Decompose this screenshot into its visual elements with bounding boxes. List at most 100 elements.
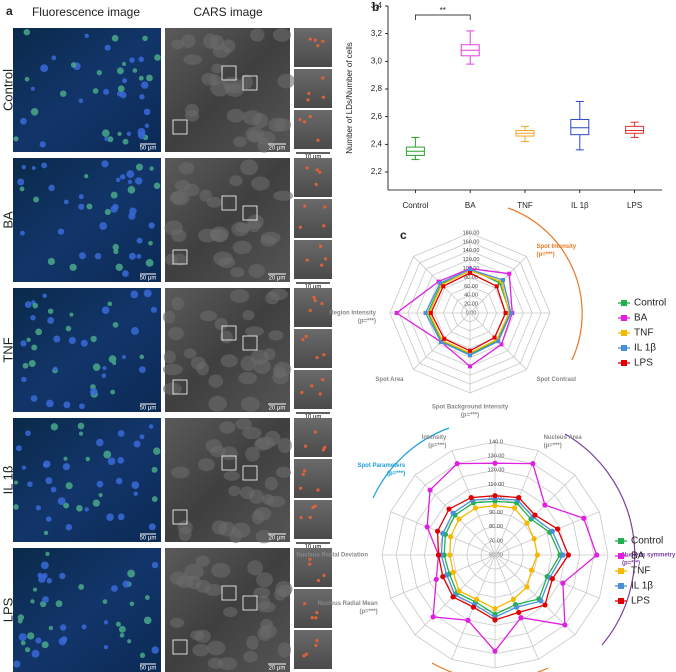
y-tick-label: 2,6 bbox=[371, 112, 383, 121]
legend-label: Control bbox=[631, 536, 663, 547]
cell bbox=[208, 395, 227, 412]
cell-nucleus bbox=[115, 477, 123, 485]
lipid-droplet bbox=[300, 390, 304, 395]
data-point bbox=[428, 311, 433, 315]
zoom-image bbox=[294, 418, 332, 457]
data-point bbox=[430, 614, 436, 620]
cell-nucleus bbox=[148, 240, 153, 246]
data-point bbox=[492, 335, 497, 340]
scale-bar-label: 10 μm bbox=[305, 285, 322, 291]
cell-nucleus bbox=[26, 337, 31, 342]
cell-nucleus bbox=[122, 78, 128, 84]
legend-label: TNF bbox=[634, 328, 653, 339]
cell-nucleus bbox=[153, 182, 161, 190]
category-label: Spot Parameters bbox=[358, 463, 406, 469]
cell-nucleus bbox=[65, 482, 73, 490]
cell-nucleus bbox=[148, 523, 156, 531]
category-note: (p=***) bbox=[544, 443, 562, 449]
cell-nucleus bbox=[117, 430, 125, 437]
lipid-droplet bbox=[307, 91, 311, 96]
cell-nucleus bbox=[101, 373, 107, 379]
cell bbox=[247, 560, 264, 576]
zoom-image bbox=[294, 158, 332, 197]
lipid-droplet bbox=[303, 469, 307, 473]
legend-marker bbox=[618, 538, 624, 544]
lipid-droplet bbox=[320, 301, 324, 306]
data-point bbox=[542, 602, 548, 608]
data-point bbox=[492, 493, 498, 499]
r-tick-label: 140.0 bbox=[489, 439, 503, 445]
cell-nucleus bbox=[32, 302, 39, 309]
lipid-droplet bbox=[321, 448, 326, 452]
lipid-droplet bbox=[305, 166, 309, 170]
lipid-droplet bbox=[318, 170, 322, 174]
cell-nucleus bbox=[19, 230, 25, 236]
data-point bbox=[454, 461, 460, 467]
cell bbox=[264, 430, 281, 446]
data-point bbox=[468, 353, 472, 358]
cell-nucleus bbox=[144, 123, 150, 128]
data-point bbox=[508, 311, 513, 315]
category-note: (p=***) bbox=[358, 319, 376, 325]
data-point bbox=[565, 552, 572, 558]
cell-nucleus bbox=[78, 203, 85, 210]
cell-nucleus bbox=[13, 480, 19, 485]
category-note: (p=***) bbox=[428, 443, 446, 449]
cell bbox=[265, 291, 280, 305]
data-point bbox=[446, 506, 452, 512]
scale-bar-label: 50 μm bbox=[140, 406, 157, 412]
lipid-droplet bbox=[304, 652, 309, 656]
cell-nucleus bbox=[46, 577, 53, 584]
cell bbox=[251, 176, 270, 191]
cell-nucleus bbox=[42, 596, 49, 603]
cell-nucleus bbox=[81, 624, 87, 630]
scale-bar-label: 50 μm bbox=[140, 536, 157, 542]
category-note: (p=***) bbox=[387, 471, 405, 477]
cell bbox=[230, 289, 250, 303]
cell bbox=[257, 626, 272, 641]
cell-nucleus bbox=[30, 108, 39, 116]
data-point bbox=[468, 351, 472, 355]
cell bbox=[205, 439, 223, 453]
box bbox=[570, 118, 590, 136]
cell-nucleus bbox=[115, 177, 121, 183]
data-point bbox=[468, 271, 472, 275]
lipid-droplet bbox=[322, 353, 326, 357]
cell-nucleus bbox=[31, 344, 38, 351]
legend-label: LPS bbox=[634, 358, 653, 369]
cell-nucleus bbox=[107, 136, 114, 143]
cell-nucleus bbox=[69, 263, 77, 271]
legend-marker bbox=[621, 300, 627, 306]
cell bbox=[178, 526, 192, 542]
category-label: Spot Area bbox=[375, 377, 404, 383]
legend-marker bbox=[618, 598, 624, 604]
lipid-droplet bbox=[316, 44, 320, 48]
cell-nucleus bbox=[38, 575, 46, 583]
cell-nucleus bbox=[119, 91, 127, 99]
cell-nucleus bbox=[104, 208, 111, 216]
data-point bbox=[530, 461, 536, 467]
category-label: Spot Intensity bbox=[536, 244, 576, 250]
cell bbox=[163, 350, 176, 364]
annotation-arc bbox=[431, 662, 549, 672]
cell-nucleus bbox=[129, 601, 135, 607]
lipid-droplet bbox=[306, 98, 310, 102]
cell-nucleus bbox=[144, 595, 150, 600]
cell bbox=[183, 348, 197, 359]
legend-label: LPS bbox=[631, 596, 650, 607]
data-point bbox=[507, 271, 512, 276]
cell-nucleus bbox=[20, 640, 26, 646]
cell-nucleus bbox=[128, 252, 136, 260]
cell bbox=[171, 466, 190, 479]
data-point bbox=[542, 502, 548, 508]
lipid-droplet bbox=[316, 488, 320, 492]
box bbox=[625, 125, 645, 134]
category-label: Spot Background Intensity bbox=[432, 405, 509, 411]
lipid-droplet bbox=[299, 486, 303, 490]
zoom-image bbox=[294, 589, 332, 628]
cell bbox=[220, 446, 238, 461]
cell-nucleus bbox=[107, 301, 113, 307]
cell bbox=[258, 595, 271, 611]
cell-nucleus bbox=[45, 516, 52, 522]
legend-marker bbox=[618, 553, 624, 559]
